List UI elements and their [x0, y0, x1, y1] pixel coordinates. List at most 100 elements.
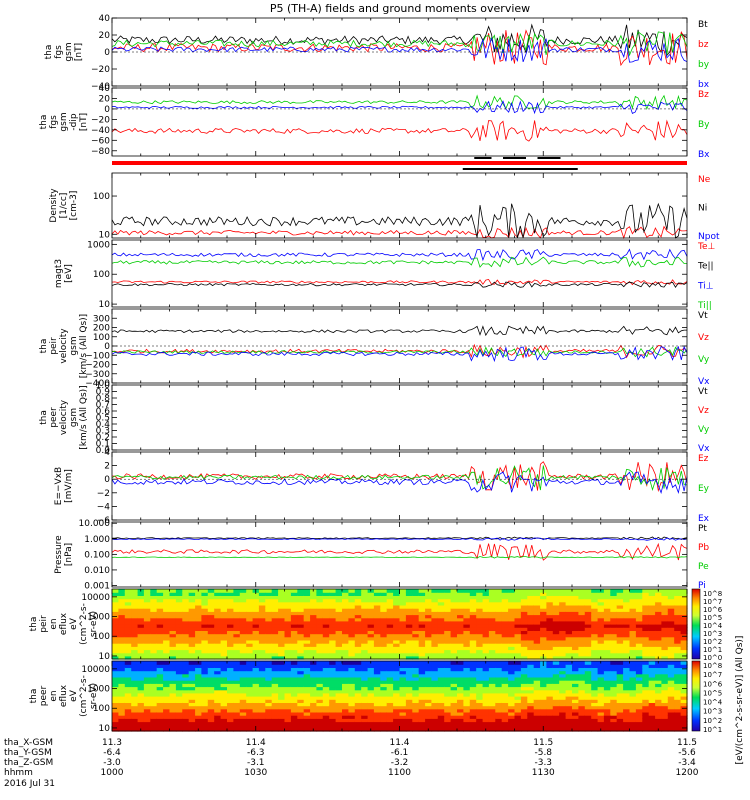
heatmap-cell [412, 604, 420, 609]
heatmap-cell [661, 727, 669, 732]
heatmap-cell [565, 601, 573, 606]
heatmap-cell [143, 617, 151, 622]
heatmap-cell [227, 676, 234, 681]
heatmap-cell [118, 696, 126, 700]
heatmap-cell [495, 727, 503, 732]
heatmap-cell [629, 715, 637, 719]
heatmap-cell [533, 699, 541, 703]
heatmap-cell [201, 598, 209, 603]
heatmap-cell [227, 604, 234, 609]
heatmap-cell [584, 664, 592, 668]
x-axis-row-label: tha_X-GSM [4, 738, 53, 748]
heatmap-cell [495, 696, 503, 700]
heatmap-cell [182, 724, 190, 729]
heatmap-cell [495, 686, 503, 691]
heatmap-cell [616, 601, 624, 606]
heatmap-cell [418, 661, 426, 665]
heatmap-cell [316, 680, 324, 684]
heatmap-cell [335, 711, 343, 716]
heatmap-cell [284, 718, 292, 723]
heatmap-cell [655, 718, 663, 723]
heatmap-cell [642, 620, 650, 625]
heatmap-cell [201, 699, 209, 703]
heatmap-cell [118, 705, 126, 710]
heatmap-cell [386, 636, 394, 641]
heatmap-cell [297, 627, 305, 631]
heatmap-cell [239, 683, 247, 688]
heatmap-cell [367, 633, 375, 638]
heatmap-cell [284, 639, 292, 644]
heatmap-cell [182, 689, 190, 694]
heatmap-cell [143, 708, 151, 713]
x-axis-tick-value: 1130 [532, 768, 555, 778]
heatmap-cell [616, 636, 624, 641]
heatmap-cell [290, 592, 298, 596]
heatmap-cell [290, 589, 298, 593]
heatmap-cell [418, 699, 426, 703]
heatmap-cell [278, 636, 286, 641]
heatmap-cell [680, 595, 688, 600]
heatmap-cell [412, 595, 420, 600]
heatmap-cell [220, 676, 228, 681]
heatmap-cell [195, 639, 203, 644]
heatmap-cell [393, 601, 401, 606]
heatmap-cell [271, 620, 279, 625]
heatmap-cell [303, 655, 311, 660]
heatmap-cell [322, 686, 330, 691]
heatmap-cell [175, 617, 183, 622]
heatmap-cell [680, 589, 688, 593]
heatmap-cell [348, 620, 356, 625]
y-tick-label: 10000 [81, 665, 110, 675]
heatmap-cell [635, 604, 643, 609]
heatmap-cell [488, 724, 496, 729]
heatmap-cell [201, 727, 209, 732]
heatmap-cell [488, 664, 496, 668]
heatmap-cell [252, 705, 260, 710]
heatmap-cell [246, 639, 254, 644]
heatmap-cell [642, 686, 650, 691]
heatmap-cell [329, 721, 337, 726]
heatmap-cell [393, 676, 401, 681]
heatmap-cell [207, 624, 215, 628]
heatmap-cell [635, 718, 643, 723]
y-tick-label: −400 [85, 379, 110, 389]
heatmap-cell [603, 727, 611, 732]
heatmap-cell [482, 633, 490, 638]
heatmap-cell [655, 696, 663, 700]
heatmap-cell [399, 724, 407, 729]
heatmap-cell [508, 646, 516, 651]
heatmap-cell [380, 705, 388, 710]
heatmap-cell [437, 608, 445, 612]
heatmap-cell [565, 664, 573, 668]
y-tick-label: 1000 [87, 240, 110, 250]
heatmap-cell [661, 592, 669, 596]
heatmap-cell [405, 689, 413, 694]
heatmap-cell [520, 724, 528, 729]
heatmap-cell [405, 727, 413, 732]
heatmap-cell [386, 667, 394, 672]
heatmap-cell [201, 614, 209, 619]
heatmap-cell [565, 589, 573, 593]
heatmap-cell [488, 715, 496, 719]
heatmap-cell [533, 604, 541, 609]
heatmap-cell [450, 611, 458, 616]
heatmap-cell [546, 608, 554, 612]
data-status-bar [112, 157, 687, 170]
heatmap-cell [655, 667, 663, 672]
heatmap-cell [220, 649, 228, 654]
heatmap-cell [156, 624, 164, 628]
heatmap-cell [540, 620, 548, 625]
heatmap-cell [354, 627, 362, 631]
heatmap-cell [552, 670, 560, 675]
heatmap-cell [252, 598, 260, 603]
heatmap-cell [156, 611, 164, 616]
heatmap-cell [514, 608, 522, 612]
heatmap-cell [431, 646, 439, 651]
heatmap-cell [252, 624, 260, 628]
heatmap-cell [386, 646, 394, 651]
heatmap-cell [380, 636, 388, 641]
heatmap-cell [207, 686, 215, 691]
heatmap-cell [239, 711, 247, 716]
heatmap-cell [335, 696, 343, 700]
heatmap-cell [642, 595, 650, 600]
